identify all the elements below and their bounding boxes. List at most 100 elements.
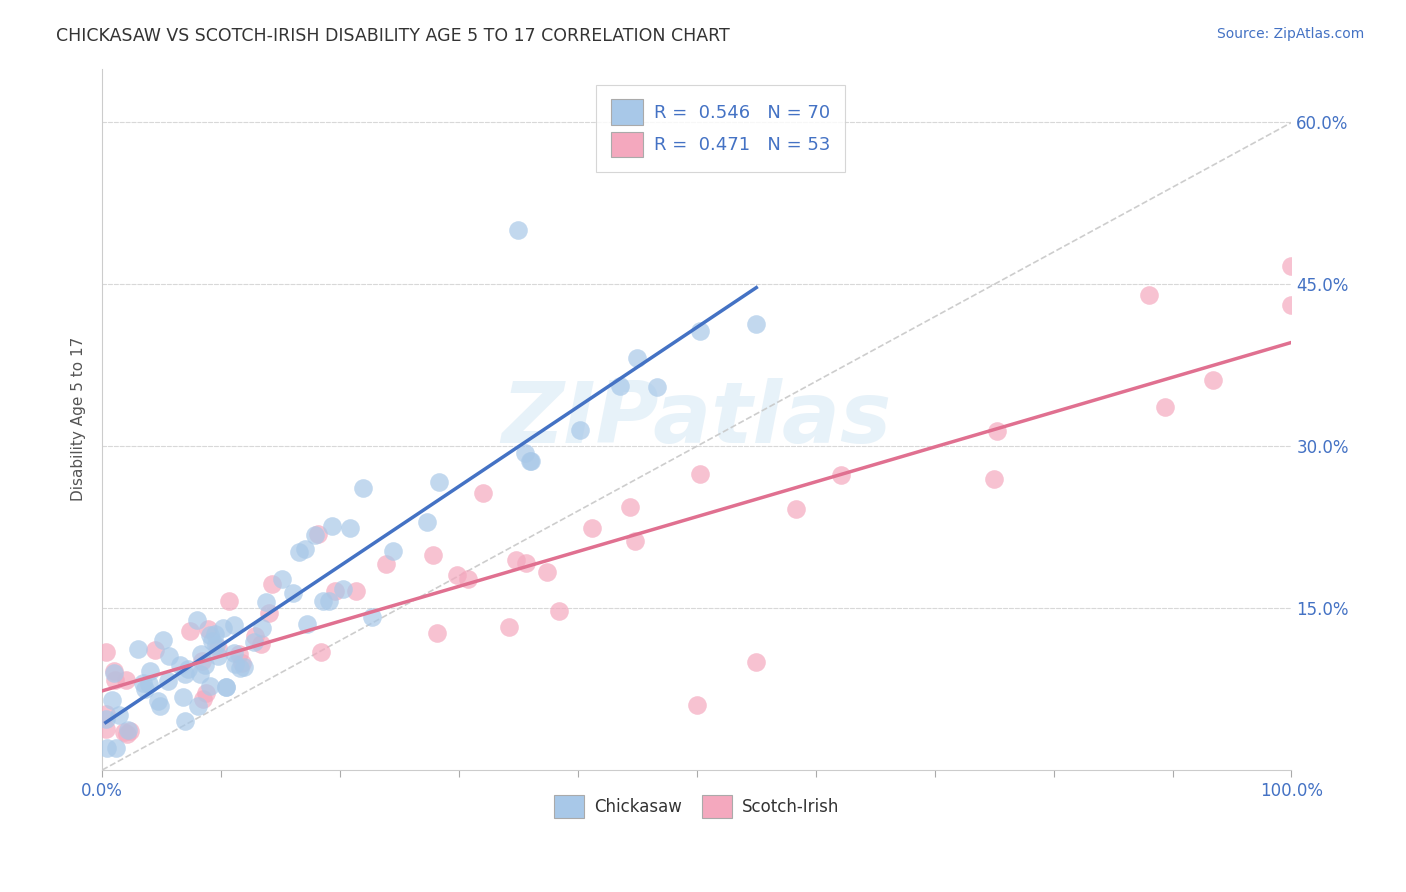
Point xyxy=(188,667,211,681)
Point xyxy=(104,741,127,756)
Point xyxy=(254,594,277,608)
Point xyxy=(215,680,238,694)
Point xyxy=(508,223,530,237)
Point xyxy=(193,692,215,706)
Point xyxy=(134,681,156,696)
Point xyxy=(157,673,180,688)
Point xyxy=(132,676,155,690)
Point xyxy=(205,638,228,652)
Point xyxy=(318,594,340,608)
Point xyxy=(159,648,181,663)
Point xyxy=(197,623,219,637)
Point xyxy=(519,454,541,468)
Point xyxy=(104,673,127,687)
Point xyxy=(243,629,266,643)
Point xyxy=(983,472,1005,486)
Text: CHICKASAW VS SCOTCH-IRISH DISABILITY AGE 5 TO 17 CORRELATION CHART: CHICKASAW VS SCOTCH-IRISH DISABILITY AGE… xyxy=(56,27,730,45)
Point xyxy=(228,648,250,662)
Point xyxy=(224,646,246,660)
Point xyxy=(103,665,125,680)
Point xyxy=(169,658,191,673)
Y-axis label: Disability Age 5 to 17: Disability Age 5 to 17 xyxy=(72,337,86,501)
Point xyxy=(294,542,316,557)
Point xyxy=(352,481,374,495)
Point xyxy=(138,676,160,690)
Point xyxy=(374,557,396,571)
Point xyxy=(472,486,495,500)
Point xyxy=(101,693,124,707)
Point xyxy=(1281,260,1303,274)
Point xyxy=(195,686,218,700)
Point xyxy=(325,583,347,598)
Point xyxy=(645,380,668,394)
Point xyxy=(986,425,1008,439)
Point xyxy=(198,628,221,642)
Point xyxy=(457,572,479,586)
Point xyxy=(295,617,318,632)
Point xyxy=(270,572,292,586)
Point xyxy=(173,714,195,728)
Point xyxy=(689,467,711,481)
Point xyxy=(207,648,229,663)
Point xyxy=(201,634,224,648)
Point xyxy=(1153,400,1175,414)
Point xyxy=(536,565,558,579)
Point xyxy=(112,724,135,739)
Point xyxy=(179,624,201,638)
Point xyxy=(211,622,233,636)
Point xyxy=(422,548,444,562)
Point xyxy=(1137,288,1160,302)
Point xyxy=(288,545,311,559)
Point xyxy=(446,568,468,582)
Point xyxy=(619,500,641,514)
Point xyxy=(146,694,169,708)
Point xyxy=(498,620,520,634)
Legend: Chickasaw, Scotch-Irish: Chickasaw, Scotch-Irish xyxy=(547,788,846,825)
Point xyxy=(190,647,212,661)
Point xyxy=(626,351,648,365)
Point xyxy=(332,582,354,596)
Point xyxy=(204,626,226,640)
Point xyxy=(361,610,384,624)
Point xyxy=(94,722,117,736)
Point xyxy=(198,680,221,694)
Point xyxy=(186,613,208,627)
Point xyxy=(229,661,252,675)
Point xyxy=(686,698,709,713)
Point xyxy=(149,698,172,713)
Point xyxy=(505,553,527,567)
Point xyxy=(321,519,343,533)
Point xyxy=(426,625,449,640)
Point xyxy=(339,520,361,534)
Point xyxy=(344,583,367,598)
Point xyxy=(515,557,537,571)
Point xyxy=(207,641,229,656)
Point xyxy=(304,528,326,542)
Point xyxy=(745,317,768,331)
Point xyxy=(94,712,117,726)
Text: ZIPatlas: ZIPatlas xyxy=(502,377,891,461)
Point xyxy=(745,655,768,669)
Text: Source: ZipAtlas.com: Source: ZipAtlas.com xyxy=(1216,27,1364,41)
Point xyxy=(548,604,571,618)
Point xyxy=(117,727,139,741)
Point xyxy=(139,664,162,678)
Point xyxy=(624,534,647,549)
Point xyxy=(152,632,174,647)
Point xyxy=(249,636,271,650)
Point xyxy=(427,475,450,489)
Point xyxy=(381,544,404,558)
Point xyxy=(262,577,284,591)
Point xyxy=(187,699,209,714)
Point xyxy=(283,586,305,600)
Point xyxy=(194,657,217,672)
Point xyxy=(252,621,274,635)
Point xyxy=(191,654,214,668)
Point xyxy=(108,708,131,723)
Point xyxy=(115,673,138,687)
Point xyxy=(568,423,591,437)
Point xyxy=(1202,374,1225,388)
Point xyxy=(520,454,543,468)
Point xyxy=(311,593,333,607)
Point xyxy=(103,664,125,678)
